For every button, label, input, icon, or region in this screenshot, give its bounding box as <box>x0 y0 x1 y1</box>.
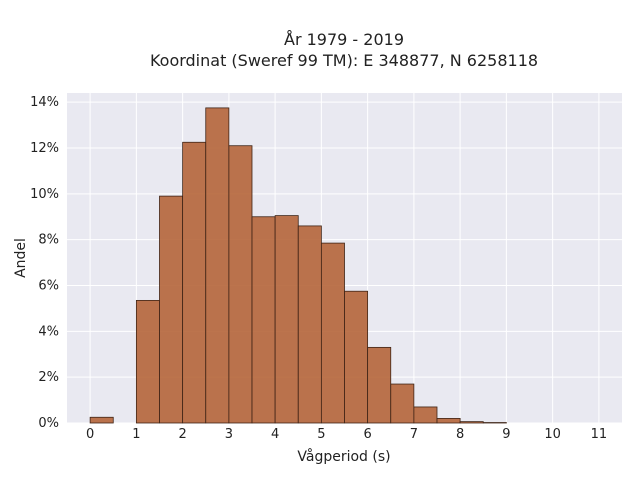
x-tick-label: 11 <box>591 427 608 442</box>
y-axis-ticks: 0% 2% 4% 6% 8% 10% 12% 14% <box>30 95 59 431</box>
y-tick-label: 14% <box>30 95 59 110</box>
chart-title-line-1: År 1979 - 2019 <box>284 30 404 49</box>
y-tick-label: 2% <box>38 370 59 385</box>
histogram-bars <box>89 107 507 424</box>
histogram-bar-10 <box>344 290 369 424</box>
x-tick-label: 3 <box>225 427 233 442</box>
histogram-bar-7 <box>274 215 299 424</box>
histogram-bar-6 <box>251 216 276 424</box>
histogram-bar-9 <box>320 242 345 424</box>
x-tick-label: 4 <box>271 427 279 442</box>
y-tick-label: 10% <box>30 187 59 202</box>
histogram-bar-3 <box>182 141 207 424</box>
x-tick-label: 7 <box>410 427 418 442</box>
histogram-bar-2 <box>159 195 184 424</box>
histogram-bar-4 <box>205 107 230 424</box>
x-tick-label: 6 <box>363 427 371 442</box>
x-tick-label: 10 <box>544 427 561 442</box>
histogram-bar-8 <box>297 225 322 424</box>
y-tick-label: 4% <box>38 324 59 339</box>
x-tick-label: 1 <box>132 427 140 442</box>
y-tick-label: 6% <box>38 279 59 294</box>
y-axis-label: Andel <box>13 238 29 278</box>
histogram-bar-13 <box>413 406 438 424</box>
x-tick-label: 5 <box>317 427 325 442</box>
x-tick-label: 9 <box>502 427 510 442</box>
histogram-bar-14 <box>436 418 461 424</box>
x-tick-label: 2 <box>178 427 186 442</box>
x-axis-label: Vågperiod (s) <box>297 448 390 465</box>
x-tick-label: 0 <box>86 427 94 442</box>
histogram-bar-15 <box>459 421 484 424</box>
y-tick-label: 0% <box>38 416 59 431</box>
x-axis-ticks: 0 1 2 3 4 5 6 7 8 9 10 11 <box>86 427 607 442</box>
histogram-bar-1 <box>135 299 160 424</box>
histogram-bar-0 <box>89 416 114 424</box>
x-tick-label: 8 <box>456 427 464 442</box>
histogram-bar-12 <box>390 383 415 424</box>
histogram-bar-11 <box>367 346 392 424</box>
chart-title-line-2: Koordinat (Sweref 99 TM): E 348877, N 62… <box>150 51 538 70</box>
y-tick-label: 12% <box>30 141 59 156</box>
y-tick-label: 8% <box>38 233 59 248</box>
histogram-bar-5 <box>228 145 253 424</box>
